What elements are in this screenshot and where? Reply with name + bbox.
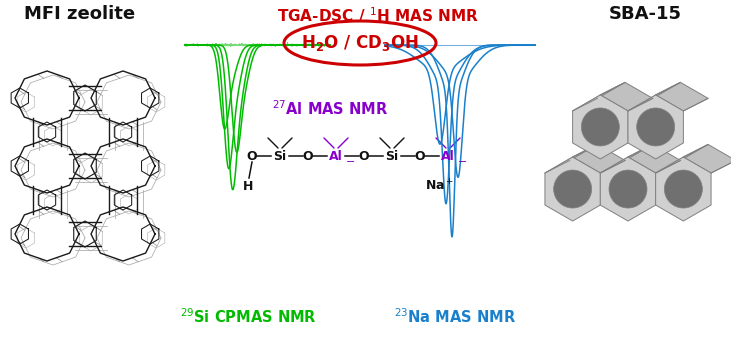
Text: O: O <box>303 149 314 163</box>
Text: Si: Si <box>273 149 287 163</box>
Polygon shape <box>572 95 628 159</box>
Polygon shape <box>545 145 597 173</box>
Text: $^{29}$Si CPMAS NMR: $^{29}$Si CPMAS NMR <box>180 307 317 326</box>
Text: O: O <box>246 149 257 163</box>
Polygon shape <box>545 157 600 221</box>
Text: Si: Si <box>385 149 398 163</box>
Ellipse shape <box>581 108 619 146</box>
Polygon shape <box>572 83 625 111</box>
Text: Al: Al <box>329 149 343 163</box>
Text: $^{27}$Al MAS NMR: $^{27}$Al MAS NMR <box>272 100 388 118</box>
Text: MFI zeolite: MFI zeolite <box>24 5 135 23</box>
Text: O: O <box>359 149 369 163</box>
Polygon shape <box>656 157 711 221</box>
Polygon shape <box>600 157 656 221</box>
Text: −: − <box>458 157 467 167</box>
Polygon shape <box>600 145 653 173</box>
Text: SBA-15: SBA-15 <box>608 5 681 23</box>
Polygon shape <box>656 83 708 111</box>
Polygon shape <box>628 145 681 173</box>
Text: H: H <box>243 179 253 193</box>
Polygon shape <box>656 145 708 173</box>
Polygon shape <box>600 83 653 111</box>
Polygon shape <box>683 145 731 173</box>
Ellipse shape <box>664 170 702 208</box>
Polygon shape <box>628 95 683 159</box>
Text: Na$^+$: Na$^+$ <box>425 178 455 194</box>
Text: TGA-DSC / $^1$H MAS NMR: TGA-DSC / $^1$H MAS NMR <box>277 5 479 25</box>
Ellipse shape <box>609 170 647 208</box>
Polygon shape <box>628 83 681 111</box>
Text: O: O <box>414 149 425 163</box>
Text: $^{23}$Na MAS NMR: $^{23}$Na MAS NMR <box>394 307 516 326</box>
Text: Al: Al <box>441 149 455 163</box>
Text: −: − <box>346 157 355 167</box>
Polygon shape <box>572 145 625 173</box>
Text: $\mathbf{H_2O}$ / $\mathbf{CD_3OH}$: $\mathbf{H_2O}$ / $\mathbf{CD_3OH}$ <box>301 33 419 53</box>
Ellipse shape <box>553 170 591 208</box>
Ellipse shape <box>637 108 675 146</box>
